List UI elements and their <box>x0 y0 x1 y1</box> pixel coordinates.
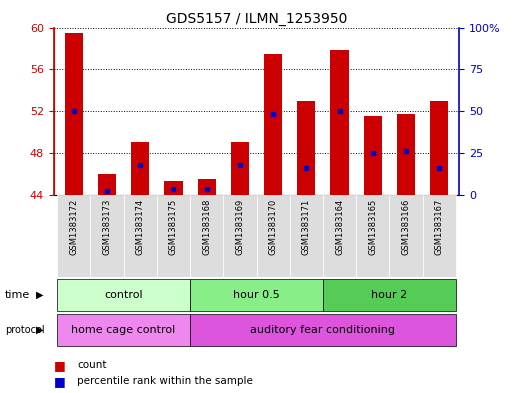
Bar <box>423 195 456 277</box>
Text: GSM1383171: GSM1383171 <box>302 198 311 255</box>
Text: percentile rank within the sample: percentile rank within the sample <box>77 376 253 386</box>
Bar <box>190 279 323 310</box>
Bar <box>323 195 356 277</box>
Bar <box>124 195 157 277</box>
Text: hour 2: hour 2 <box>371 290 407 300</box>
Bar <box>65 33 83 195</box>
Text: GSM1383170: GSM1383170 <box>269 198 278 255</box>
Text: GSM1383164: GSM1383164 <box>335 198 344 255</box>
Text: auditory fear conditioning: auditory fear conditioning <box>250 325 396 335</box>
Bar <box>223 195 256 277</box>
Title: GDS5157 / ILMN_1253950: GDS5157 / ILMN_1253950 <box>166 13 347 26</box>
Bar <box>330 50 349 195</box>
Bar <box>297 101 315 195</box>
Text: ■: ■ <box>54 375 66 388</box>
Bar <box>198 179 216 195</box>
Text: home cage control: home cage control <box>71 325 176 335</box>
Text: GSM1383167: GSM1383167 <box>435 198 444 255</box>
Text: ▶: ▶ <box>36 290 44 300</box>
Text: GSM1383168: GSM1383168 <box>202 198 211 255</box>
Bar <box>397 114 415 195</box>
Text: time: time <box>5 290 30 300</box>
Bar <box>264 53 282 195</box>
Bar <box>57 195 90 277</box>
Bar <box>164 181 183 195</box>
Bar <box>356 195 389 277</box>
Bar <box>90 195 124 277</box>
Text: GSM1383169: GSM1383169 <box>235 198 244 255</box>
Text: GSM1383173: GSM1383173 <box>103 198 111 255</box>
Text: ▶: ▶ <box>36 325 44 335</box>
Text: GSM1383166: GSM1383166 <box>402 198 410 255</box>
Text: protocol: protocol <box>5 325 45 335</box>
Bar <box>57 279 190 310</box>
Bar <box>231 142 249 195</box>
Bar <box>364 116 382 195</box>
Bar <box>157 195 190 277</box>
Bar <box>190 195 223 277</box>
Bar <box>131 142 149 195</box>
Text: GSM1383174: GSM1383174 <box>136 198 145 255</box>
Text: GSM1383172: GSM1383172 <box>69 198 78 255</box>
Bar <box>190 314 456 346</box>
Text: hour 0.5: hour 0.5 <box>233 290 280 300</box>
Text: control: control <box>104 290 143 300</box>
Text: ■: ■ <box>54 359 66 372</box>
Bar <box>389 195 423 277</box>
Bar <box>57 314 190 346</box>
Bar <box>430 101 448 195</box>
Text: GSM1383165: GSM1383165 <box>368 198 377 255</box>
Text: GSM1383175: GSM1383175 <box>169 198 178 255</box>
Bar <box>256 195 290 277</box>
Bar <box>98 174 116 195</box>
Text: count: count <box>77 360 107 371</box>
Bar <box>323 279 456 310</box>
Bar <box>290 195 323 277</box>
